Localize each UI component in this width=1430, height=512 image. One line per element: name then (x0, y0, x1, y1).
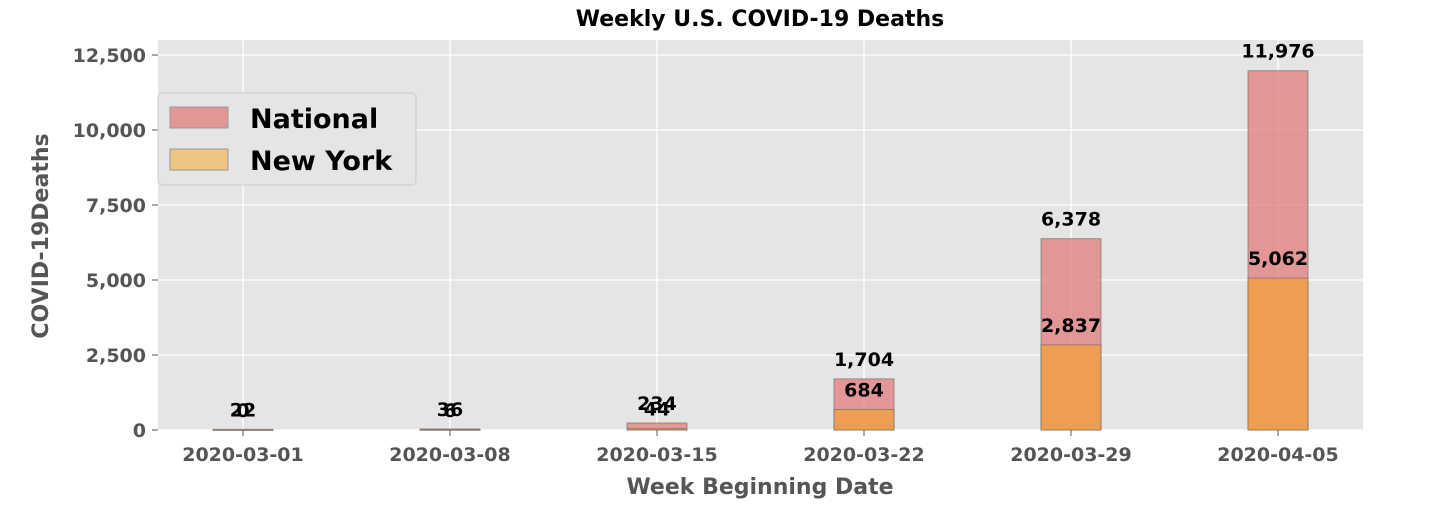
y-tick-label: 7,500 (86, 195, 146, 217)
data-label-new-york: 0 (236, 400, 249, 422)
y-tick-label: 0 (133, 420, 146, 442)
bar-new-york (626, 428, 688, 431)
y-axis-label: COVID-19Deaths (29, 133, 54, 338)
legend: National New York (157, 92, 417, 186)
chart-title: Weekly U.S. COVID-19 Deaths (576, 7, 944, 32)
x-axis-label: Week Beginning Date (626, 475, 893, 500)
legend-label-new-york: New York (250, 146, 393, 177)
data-label-new-york: 6 (443, 400, 456, 422)
x-tick-label: 2020-03-22 (803, 444, 925, 466)
bar-new-york (1247, 277, 1309, 431)
legend-swatch-new-york (169, 148, 229, 171)
x-tick-label: 2020-03-29 (1010, 444, 1132, 466)
data-label-new-york: 44 (644, 399, 670, 421)
x-tick-label: 2020-03-15 (596, 444, 718, 466)
y-tick-label: 10,000 (73, 120, 146, 142)
data-label-national: 22 (230, 399, 256, 421)
y-tick-label: 2,500 (86, 345, 146, 367)
data-label-national: 1,704 (834, 349, 894, 371)
data-label-national: 234 (637, 393, 677, 415)
y-tick-label: 12,500 (73, 45, 146, 67)
x-axis-ticks: 2020-03-01 2020-03-08 2020-03-15 2020-03-22… (182, 430, 1339, 466)
x-tick-label: 2020-03-08 (389, 444, 511, 466)
data-label-new-york: 5,062 (1248, 248, 1308, 270)
data-label-national: 36 (437, 399, 463, 421)
data-label-new-york: 684 (844, 379, 884, 401)
bar-new-york (1040, 344, 1102, 431)
data-label-new-york: 2,837 (1041, 315, 1101, 337)
y-axis-ticks: 0 2,500 5,000 7,500 10,000 12,500 (73, 45, 158, 442)
x-tick-label: 2020-04-05 (1217, 444, 1339, 466)
bar-new-york (833, 408, 895, 431)
y-tick-label: 5,000 (86, 270, 146, 292)
x-tick-label: 2020-03-01 (182, 444, 304, 466)
legend-swatch-national (169, 106, 229, 129)
legend-label-national: National (250, 104, 378, 135)
data-labels: 22 36 234 1,704 6,378 11,976 0 6 44 684 2,837 5,062 (230, 41, 1315, 422)
data-label-national: 6,378 (1041, 209, 1101, 231)
bars (212, 70, 1309, 431)
data-label-national: 11,976 (1241, 41, 1314, 63)
